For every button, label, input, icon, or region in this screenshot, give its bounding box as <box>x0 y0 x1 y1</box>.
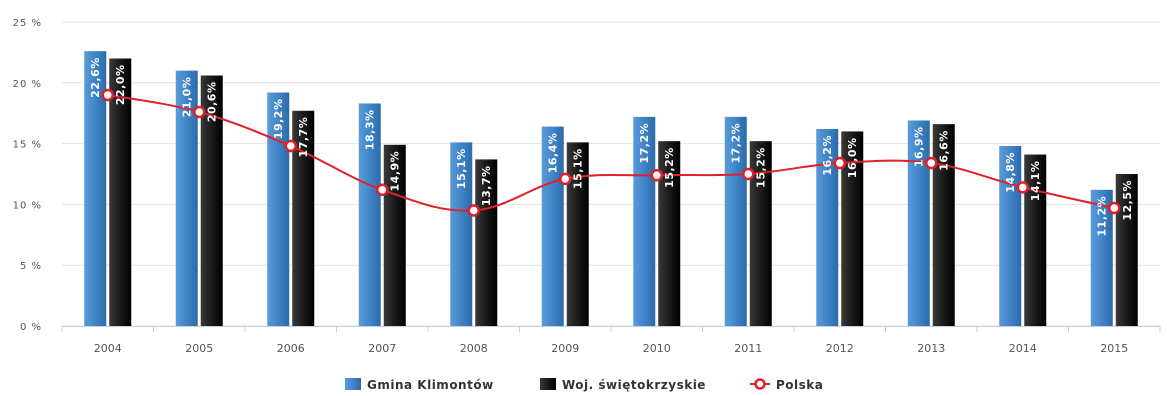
chart-bars <box>84 51 1138 327</box>
point-polska[interactable] <box>1016 181 1029 194</box>
bar-data-label: 14,8% <box>1004 152 1017 193</box>
bar-data-label: 22,6% <box>89 57 102 98</box>
chart-data-labels: 22,6% 21,0% 19,2% 18,3% 15,1% 16,4% 17,2% 17,2%… <box>89 57 1134 236</box>
legend-item-woj-swietokrzyskie[interactable]: Woj. świętokrzyskie <box>540 378 706 392</box>
point-polska[interactable] <box>925 156 938 170</box>
chart-axes: 0 % 5 % 10 % 15 % 20 % 25 % 2004 2005 2006 2007 20… <box>13 18 1161 355</box>
y-tick-label: 20 % <box>13 79 42 90</box>
x-tick-label: 2015 <box>1100 342 1128 355</box>
y-tick-label: 25 % <box>13 18 42 29</box>
bar-woj-swietokrzyskie[interactable] <box>292 110 315 326</box>
legend-label: Woj. świętokrzyskie <box>562 378 706 392</box>
bar-data-label: 12,5% <box>1121 180 1134 221</box>
bar-woj-swietokrzyskie[interactable] <box>566 142 589 326</box>
bar-data-label: 19,2% <box>272 99 285 140</box>
bar-data-label: 21,0% <box>181 77 194 118</box>
bar-data-label: 15,2% <box>755 147 768 188</box>
point-polska[interactable] <box>833 156 846 170</box>
x-tick-label: 2011 <box>734 342 762 355</box>
bar-woj-swietokrzyskie[interactable] <box>1024 154 1047 326</box>
legend-label: Gmina Klimontów <box>367 378 494 392</box>
bar-woj-swietokrzyskie[interactable] <box>841 131 864 326</box>
bar-woj-swietokrzyskie[interactable] <box>109 58 132 326</box>
bar-data-label: 16,6% <box>938 130 951 171</box>
bar-gmina-klimontow[interactable] <box>267 92 290 326</box>
x-tick-label: 2010 <box>643 342 671 355</box>
legend-swatch <box>540 378 556 390</box>
legend-marker <box>754 378 766 390</box>
bar-data-label: 16,9% <box>913 126 926 167</box>
bar-gmina-klimontow[interactable] <box>907 120 930 326</box>
bar-gmina-klimontow[interactable] <box>541 126 564 327</box>
bar-data-label: 15,1% <box>572 148 585 189</box>
x-tick-label: 2013 <box>917 342 945 355</box>
point-polska[interactable] <box>284 139 297 153</box>
bar-gmina-klimontow[interactable] <box>84 51 107 327</box>
bar-gmina-klimontow[interactable] <box>633 116 656 327</box>
bar-data-label: 13,7% <box>480 165 493 206</box>
bar-gmina-klimontow[interactable] <box>816 129 839 326</box>
y-tick-label: 5 % <box>20 261 42 272</box>
y-tick-label: 0 % <box>20 322 42 333</box>
bar-woj-swietokrzyskie[interactable] <box>200 75 223 326</box>
bar-data-label: 16,2% <box>821 135 834 176</box>
x-tick-label: 2012 <box>826 342 854 355</box>
point-polska[interactable] <box>1108 201 1121 215</box>
bar-woj-swietokrzyskie[interactable] <box>475 159 498 326</box>
bar-data-label: 20,6% <box>206 82 219 123</box>
bar-gmina-klimontow[interactable] <box>999 146 1022 326</box>
bar-gmina-klimontow[interactable] <box>358 103 381 326</box>
legend-label: Polska <box>776 378 823 392</box>
bar-data-label: 18,3% <box>364 109 377 150</box>
point-polska[interactable] <box>742 167 755 181</box>
legend-item-gmina-klimontow[interactable]: Gmina Klimontów <box>345 378 494 392</box>
chart-line <box>101 88 1121 217</box>
line-polska[interactable] <box>107 93 1115 212</box>
bar-data-label: 15,2% <box>663 147 676 188</box>
bar-data-label: 22,0% <box>114 64 127 105</box>
bar-data-label: 14,1% <box>1029 161 1042 202</box>
x-tick-label: 2009 <box>551 342 579 355</box>
y-tick-label: 15 % <box>13 140 42 151</box>
legend-item-polska[interactable]: Polska <box>750 378 823 392</box>
bar-data-label: 11,2% <box>1096 196 1109 237</box>
point-polska[interactable] <box>650 168 663 182</box>
point-polska[interactable] <box>193 105 206 119</box>
bar-woj-swietokrzyskie[interactable] <box>383 144 406 326</box>
x-tick-label: 2007 <box>368 342 396 355</box>
point-polska[interactable] <box>559 172 572 186</box>
bar-data-label: 17,2% <box>730 123 743 164</box>
bar-gmina-klimontow[interactable] <box>175 70 198 326</box>
bar-data-label: 17,2% <box>638 123 651 164</box>
point-polska[interactable] <box>467 204 480 217</box>
chart-legend[interactable]: Gmina Klimontów Woj. świętokrzyskie Polska <box>345 378 823 392</box>
x-tick-label: 2014 <box>1009 342 1037 355</box>
bar-gmina-klimontow[interactable] <box>724 116 747 327</box>
x-tick-label: 2004 <box>94 342 122 355</box>
legend-swatch <box>345 378 361 390</box>
bar-gmina-klimontow[interactable] <box>1090 189 1113 326</box>
x-tick-label: 2006 <box>277 342 305 355</box>
bar-woj-swietokrzyskie[interactable] <box>932 124 955 326</box>
bar-woj-swietokrzyskie[interactable] <box>1115 174 1138 326</box>
x-tick-label: 2005 <box>185 342 213 355</box>
bar-data-label: 17,7% <box>297 117 310 158</box>
bar-woj-swietokrzyskie[interactable] <box>658 141 681 326</box>
bar-data-label: 16,0% <box>846 137 859 178</box>
bar-gmina-klimontow[interactable] <box>450 142 473 326</box>
bar-data-label: 14,9% <box>389 151 402 192</box>
bar-woj-swietokrzyskie[interactable] <box>749 141 772 326</box>
x-tick-label: 2008 <box>460 342 488 355</box>
y-tick-label: 10 % <box>13 200 42 211</box>
bar-data-label: 16,4% <box>547 133 560 174</box>
chart-grid <box>62 21 1160 327</box>
point-polska[interactable] <box>376 183 389 197</box>
bar-data-label: 15,1% <box>455 148 468 189</box>
point-polska[interactable] <box>101 88 114 102</box>
